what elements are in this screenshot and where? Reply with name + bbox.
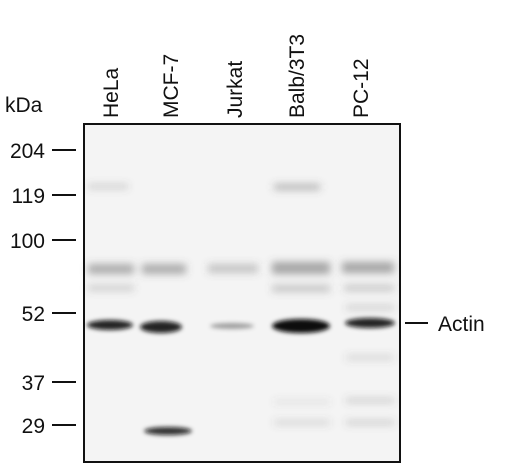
marker-label: 204: [10, 140, 45, 163]
lane-label: HeLa: [100, 67, 123, 118]
marker-label: 52: [22, 303, 45, 326]
marker-label: 29: [22, 415, 45, 438]
lane-label: PC-12: [350, 58, 373, 118]
lane-label: MCF-7: [160, 54, 183, 118]
band-label: Actin: [438, 313, 485, 336]
faint-bands: [88, 184, 394, 425]
actin-bands: [87, 318, 395, 435]
markers: 204 119 100 52 37 29: [10, 140, 76, 438]
membrane: [84, 124, 400, 462]
marker-label: 119: [12, 185, 45, 208]
blot: [83, 123, 401, 463]
blot-frame: [83, 123, 401, 463]
lane-label: Balb/3T3: [286, 34, 309, 118]
units-label: kDa: [5, 94, 43, 117]
lane-label: Jurkat: [224, 61, 247, 118]
marker-label: 37: [22, 372, 45, 395]
marker-label: 100: [10, 230, 45, 253]
